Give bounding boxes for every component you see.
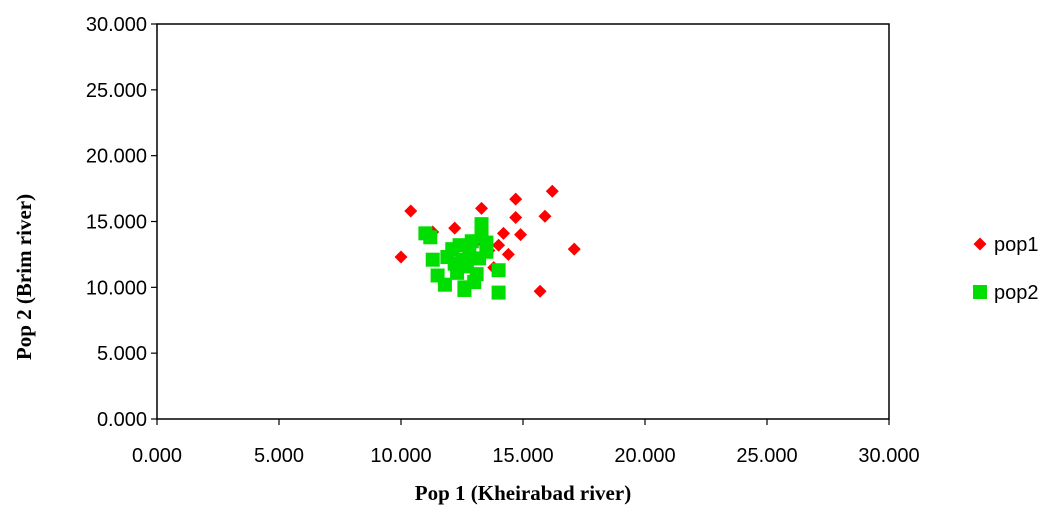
y-tick-label: 20.000 (86, 146, 147, 168)
x-tick-label: 10.000 (370, 445, 431, 467)
pop1-point (501, 247, 515, 261)
x-axis-title: Pop 1 (Kheirabad river) (415, 481, 631, 505)
x-tick-label: 30.000 (858, 445, 919, 467)
pop2-point (491, 263, 506, 278)
data-points (394, 184, 581, 300)
pop1-point (492, 238, 506, 252)
x-tick-label: 20.000 (614, 445, 675, 467)
pop2-point (491, 285, 506, 300)
pop2-point (425, 252, 440, 267)
pop1-point (514, 228, 528, 242)
x-tick-label: 5.000 (254, 445, 304, 467)
x-tick-label: 15.000 (492, 445, 553, 467)
pop2-point (469, 267, 484, 282)
legend-label: pop2 (994, 282, 1039, 304)
pop2-point (447, 256, 462, 271)
pop2-point (437, 277, 452, 292)
legend-item-pop1: pop1 (973, 234, 1039, 256)
pop1-point (404, 204, 418, 218)
pop2-point (423, 230, 438, 245)
pop1-point (538, 209, 552, 223)
y-tick-label: 10.000 (86, 277, 147, 299)
x-axis-ticks: 0.000 5.000 10.000 15.000 20.000 25.000 30.000 (132, 419, 920, 467)
pop2-point (479, 235, 494, 250)
plot-area (156, 23, 890, 420)
pop1-point (533, 284, 547, 298)
y-tick-label: 30.000 (86, 14, 147, 36)
x-tick-label: 0.000 (132, 445, 182, 467)
pop1-point (545, 184, 559, 198)
y-tick-label: 25.000 (86, 80, 147, 102)
y-tick-label: 15.000 (86, 212, 147, 234)
pop2-point (474, 217, 489, 232)
pop1-point (567, 242, 581, 256)
pop1-point (509, 211, 523, 225)
pop1-point (509, 192, 523, 206)
pop1-point (475, 201, 489, 215)
y-tick-label: 0.000 (97, 409, 147, 431)
y-axis-ticks: 0.000 5.000 10.000 15.000 20.000 25.000 30.000 (86, 14, 157, 431)
legend-marker-pop2 (973, 285, 987, 299)
legend-label: pop1 (994, 234, 1039, 256)
pop1-point (394, 250, 408, 264)
legend-item-pop2: pop2 (973, 282, 1039, 304)
pop1-point (448, 221, 462, 235)
y-tick-label: 5.000 (97, 343, 147, 365)
series-pop2 (418, 217, 506, 300)
y-axis-title: Pop 2 (Brim river) (12, 194, 36, 360)
legend: pop1 pop2 (973, 234, 1039, 304)
x-tick-label: 25.000 (736, 445, 797, 467)
legend-marker-pop1 (973, 237, 987, 251)
pop1-point (496, 226, 510, 240)
